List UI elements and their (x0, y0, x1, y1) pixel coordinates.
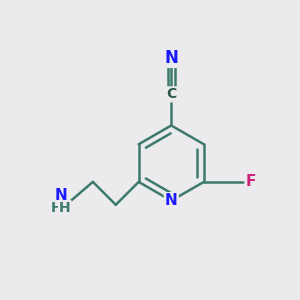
Text: N: N (165, 193, 178, 208)
Text: H: H (51, 201, 63, 215)
Text: C: C (166, 87, 176, 101)
Text: N: N (164, 49, 178, 67)
Text: N: N (54, 188, 67, 203)
Text: H: H (59, 201, 70, 215)
Text: F: F (246, 174, 256, 189)
